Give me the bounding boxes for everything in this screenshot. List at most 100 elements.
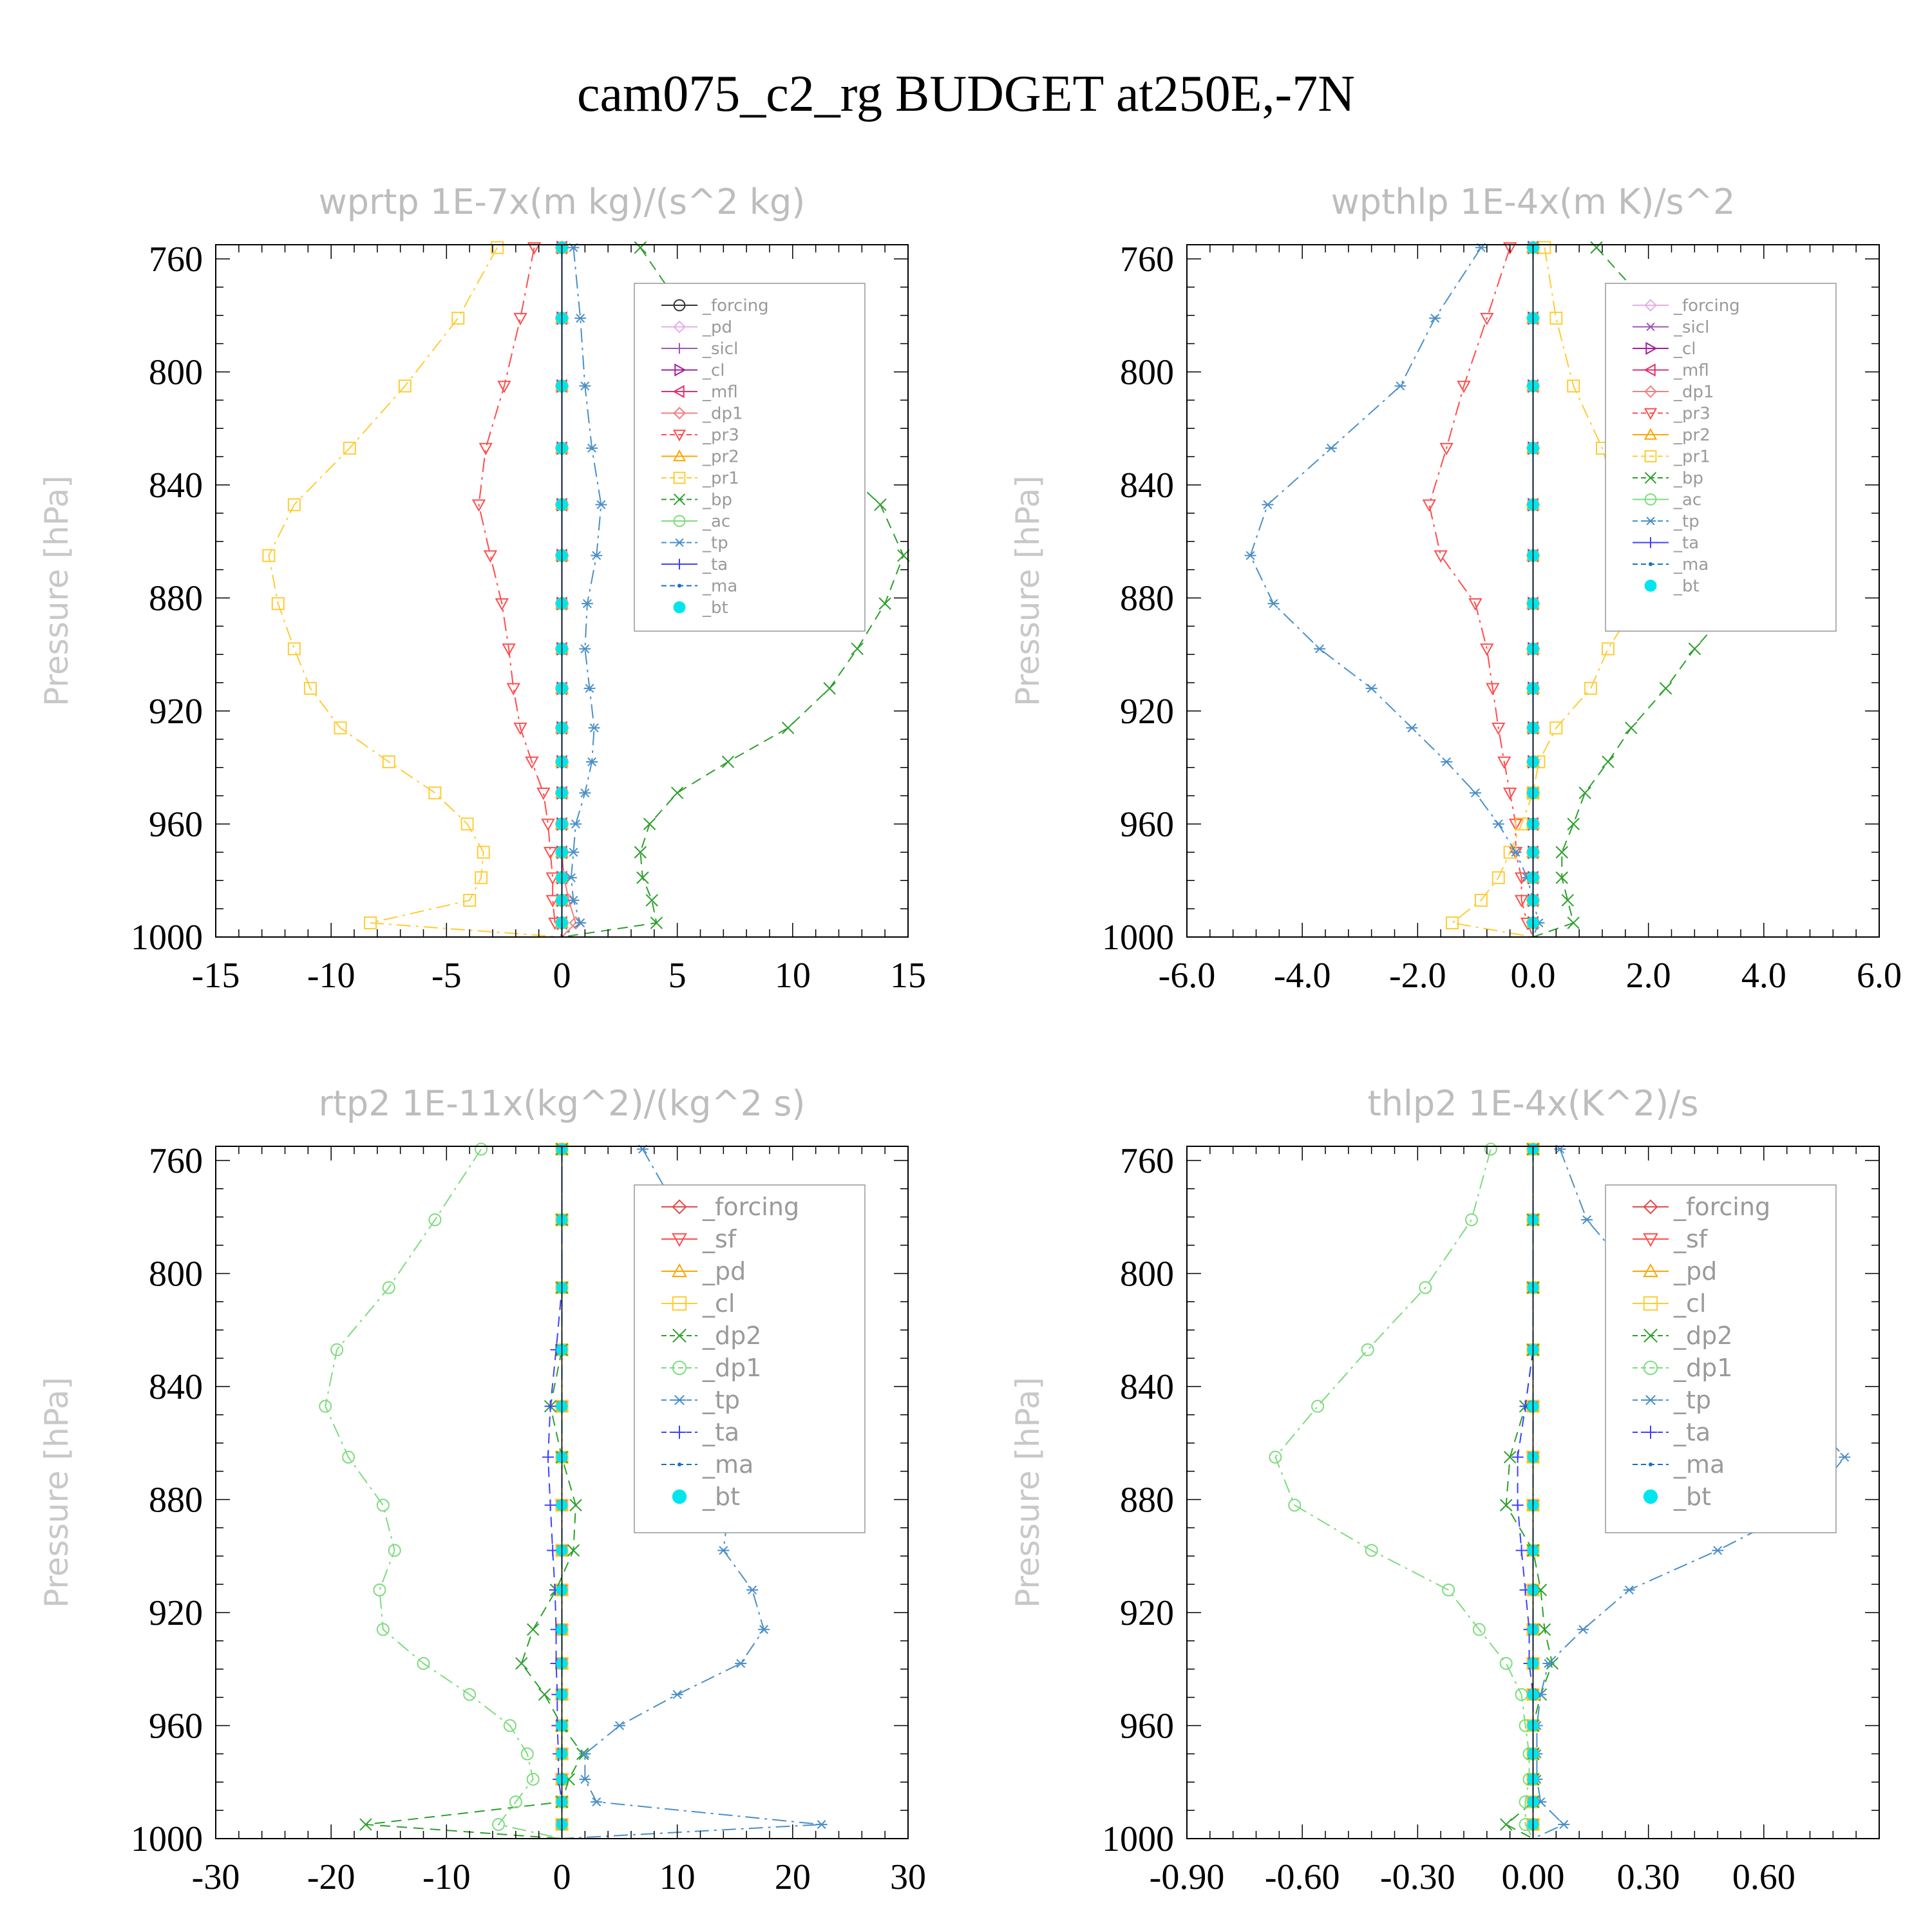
y-tick-label: 800 [1120,1254,1174,1294]
panel-title: wprtp 1E-7x(m kg)/(s^2 kg) [319,182,806,222]
data-point [874,498,887,511]
data-point [1480,643,1494,656]
data-point [1394,381,1406,391]
data-point [1511,1499,1524,1511]
data-point [463,1688,477,1701]
legend-label: _bt [702,1482,740,1511]
y-axis-label: Pressure [hPa] [38,475,75,706]
x-tick-label: 4.0 [1741,956,1786,996]
legend-label: _forcing [1673,296,1740,316]
legend-label: _pd [702,1257,746,1285]
series-line [1533,247,1794,938]
legend-marker [673,320,686,334]
data-point [579,644,591,654]
series-dp1 [1269,1142,1536,1839]
data-point [1577,1625,1589,1634]
data-point [471,499,486,512]
y-tick-label: 960 [149,804,203,844]
data-point [579,1774,591,1784]
data-point [583,683,596,693]
series-pr3 [1422,242,1535,938]
legend-label: _pr1 [702,469,739,488]
data-point [1474,893,1488,907]
chart-panel: rtp2 1E-11x(kg^2)/(kg^2 s) Pressure [hPa]… [38,1083,926,1897]
y-tick-label: 760 [1120,1141,1174,1181]
legend-marker [672,1263,687,1278]
y-tick-label: 840 [149,466,203,506]
x-tick-label: 0.30 [1617,1857,1680,1897]
legend-marker [673,471,686,484]
data-point [382,755,395,768]
y-tick-label: 760 [1120,240,1174,279]
legend-label: _forcing [702,1193,799,1221]
legend-marker [1645,341,1658,355]
x-tick-label: 15 [890,956,926,996]
data-point [477,846,490,859]
data-point [330,1343,344,1356]
data-point [636,871,649,884]
data-point [567,895,580,905]
data-point [574,314,587,323]
y-axis-label: Pressure [hPa] [1009,475,1046,706]
data-point [1472,1623,1486,1636]
legend-label: _mfl [702,383,738,402]
data-point [1486,683,1500,696]
data-point [1422,499,1436,512]
data-point [1484,1142,1497,1156]
legend-label: _dp2 [702,1321,761,1350]
data-point [526,1772,540,1786]
data-point [1468,598,1482,611]
data-point [586,757,598,766]
y-tick-label: 920 [1120,1593,1174,1633]
data-point [1555,871,1568,884]
legend-marker [672,430,687,442]
legend: _forcing _sf _pd _cl _dp2 _dp1 _tp _ta _ma _bt [634,1184,866,1533]
data-point [1510,848,1522,857]
legend-marker [672,450,687,462]
legend-label: _dp1 [702,404,743,424]
legend-marker [1649,1463,1653,1466]
data-point [1558,1820,1570,1830]
y-axis-label: Pressure [hPa] [38,1377,75,1608]
data-point [525,756,539,770]
data-point [1499,1818,1513,1831]
data-point [543,847,558,860]
data-point [506,683,520,696]
data-point [319,1399,332,1413]
data-point [1581,1215,1593,1225]
data-point [376,1623,390,1636]
legend-marker [1645,322,1656,332]
y-tick-label: 880 [1120,578,1174,618]
legend-label: _ma [702,577,737,596]
data-point [509,1795,522,1808]
data-point [417,1656,430,1670]
legend-label: _ta [702,1418,739,1446]
x-tick-label: 0 [553,956,571,996]
legend-marker [674,558,685,570]
x-tick-label: 10 [659,1857,696,1897]
data-point [491,1818,505,1832]
x-tick-label: 6.0 [1857,956,1902,996]
legend-marker [674,538,685,547]
legend-label: _ta [1673,1418,1710,1446]
data-point [1325,443,1337,453]
data-point [536,788,551,800]
legend-marker [677,1463,681,1466]
data-point [1584,681,1598,695]
legend-marker [672,1199,687,1215]
data-point [1499,1499,1513,1511]
data-point [1623,1585,1635,1595]
y-tick-label: 880 [149,1480,203,1520]
legend-label: _sf [702,1225,737,1253]
series-line [547,1149,563,1839]
data-point [586,443,598,453]
panel-title: thlp2 1E-4x(K^2)/s [1368,1083,1699,1124]
panels: wprtp 1E-7x(m kg)/(s^2 kg) Pressure [hPa]… [38,182,1902,1897]
data-point [569,1499,582,1511]
legend: _forcing _pd _sicl_cl _mfl _dp1 _pr3 _pr2 _pr1 _… [634,283,866,632]
legend-label: _pd [702,318,732,337]
series-line [1450,247,1649,938]
data-point [1469,788,1481,798]
x-tick-label: -15 [192,956,240,996]
